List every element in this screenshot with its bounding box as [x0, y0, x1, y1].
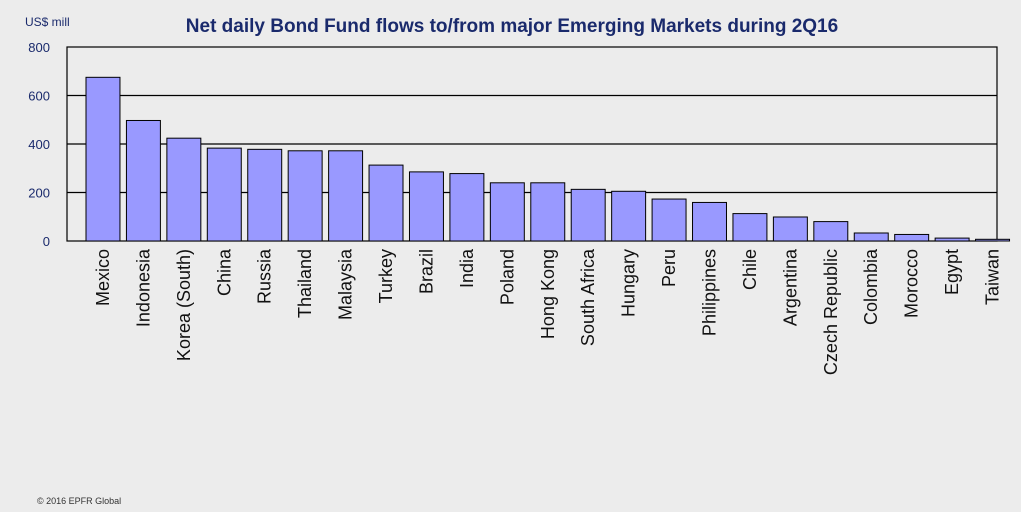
- bar: [651, 198, 687, 242]
- x-tick-label: Czech Republic: [821, 249, 841, 375]
- x-tick-label: Turkey: [376, 249, 396, 303]
- y-tick-label: 0: [43, 234, 50, 249]
- bar: [975, 238, 1011, 242]
- bar: [611, 190, 647, 242]
- bars: [85, 76, 1011, 242]
- bar: [125, 119, 161, 242]
- x-tick-label: Taiwan: [983, 249, 1003, 305]
- bar: [732, 213, 768, 242]
- x-tick-label: South Africa: [578, 248, 598, 346]
- x-tick-label: Hungary: [619, 249, 639, 317]
- bar: [166, 137, 202, 242]
- copyright-note: © 2016 EPFR Global: [37, 496, 121, 506]
- y-tick-label: 800: [28, 40, 50, 55]
- bar: [287, 150, 323, 242]
- x-tick-label: Thailand: [295, 249, 315, 318]
- chart-title: Net daily Bond Fund flows to/from major …: [186, 16, 838, 37]
- y-tick-label: 200: [28, 186, 50, 201]
- x-tick-label: Hong Kong: [538, 249, 558, 339]
- x-tick-label: Malaysia: [336, 248, 356, 320]
- y-tick-label: 400: [28, 137, 50, 152]
- x-tick-label: Peru: [659, 249, 679, 287]
- x-tick-label: China: [214, 248, 234, 296]
- bar: [530, 182, 566, 242]
- x-tick-label: Colombia: [861, 248, 881, 325]
- y-tick-label: 600: [28, 89, 50, 104]
- bar: [368, 164, 404, 242]
- bar: [449, 173, 485, 242]
- x-tick-label: Argentina: [780, 248, 800, 326]
- x-tick-label: Indonesia: [133, 248, 153, 327]
- x-tick-label: Egypt: [942, 249, 962, 295]
- x-tick-label: Chile: [740, 249, 760, 290]
- bar: [813, 221, 849, 242]
- bar: [328, 150, 364, 242]
- bar: [85, 76, 121, 242]
- bar: [570, 188, 606, 242]
- y-axis-unit-label: US$ mill: [25, 15, 70, 29]
- bar: [894, 233, 930, 242]
- x-tick-label: India: [457, 248, 477, 288]
- bar: [247, 148, 283, 242]
- bar: [692, 201, 727, 242]
- x-tick-label: Morocco: [902, 249, 922, 318]
- x-tick-label: Korea (South): [174, 249, 194, 361]
- bar: [408, 171, 444, 242]
- x-tick-label: Philippines: [700, 249, 720, 336]
- bar: [489, 182, 525, 242]
- bar: [853, 232, 889, 242]
- bar: [772, 216, 808, 242]
- x-tick-label: Russia: [255, 248, 275, 304]
- x-axis-labels: Mexico Indonesia Korea (South) China Russia T…: [93, 248, 1003, 375]
- x-tick-label: Brazil: [416, 249, 436, 294]
- bar: [206, 147, 242, 242]
- x-tick-label: Poland: [497, 249, 517, 305]
- x-tick-label: Mexico: [93, 249, 113, 306]
- y-axis-ticks: 800 600 400 200 0: [28, 40, 50, 249]
- bar: [934, 237, 970, 242]
